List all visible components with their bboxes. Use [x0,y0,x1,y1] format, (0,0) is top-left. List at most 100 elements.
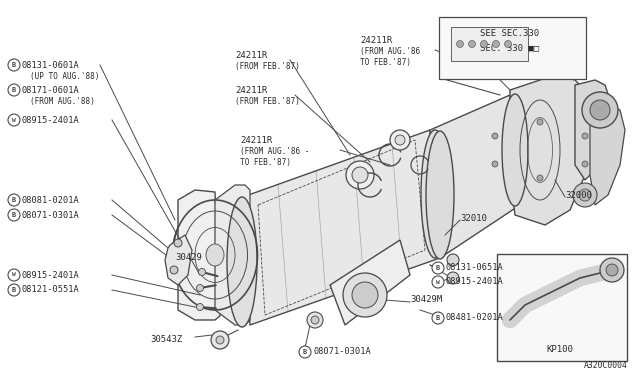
Circle shape [468,41,476,48]
Circle shape [216,336,224,344]
Circle shape [311,316,319,324]
Circle shape [432,312,444,324]
Circle shape [8,284,20,296]
Text: (FROM AUG.'86 -: (FROM AUG.'86 - [240,147,309,155]
Circle shape [582,161,588,167]
Circle shape [606,264,618,276]
Text: B: B [12,87,16,93]
Circle shape [211,331,229,349]
Circle shape [481,41,488,48]
Circle shape [600,258,624,282]
Circle shape [8,59,20,71]
Circle shape [8,194,20,206]
Circle shape [447,254,459,266]
Circle shape [579,189,591,201]
Circle shape [537,175,543,181]
Circle shape [537,119,543,125]
Polygon shape [240,130,440,325]
Text: (FROM FEB.'87): (FROM FEB.'87) [235,96,300,106]
Text: 08131-0651A: 08131-0651A [446,263,504,273]
Text: 08481-0201A: 08481-0201A [446,314,504,323]
Circle shape [390,130,410,150]
Text: 08131-0601A: 08131-0601A [22,61,80,70]
Ellipse shape [227,197,257,327]
Circle shape [8,209,20,221]
FancyBboxPatch shape [497,254,627,361]
Circle shape [198,269,205,276]
Text: 24211R: 24211R [235,51,268,60]
Text: B: B [12,287,16,293]
Text: B: B [436,315,440,321]
Circle shape [456,41,463,48]
Text: 08915-2401A: 08915-2401A [446,278,504,286]
Text: 08915-2401A: 08915-2401A [22,270,80,279]
Ellipse shape [421,130,449,258]
Text: (UP TO AUG.'88): (UP TO AUG.'88) [30,71,99,80]
Text: SEE SEC.330: SEE SEC.330 [481,29,540,38]
Text: 24211R: 24211R [240,135,272,144]
Text: TO FEB.'87): TO FEB.'87) [240,157,291,167]
Polygon shape [430,95,520,258]
Text: 08121-0551A: 08121-0551A [22,285,80,295]
Circle shape [492,133,498,139]
Circle shape [343,273,387,317]
Circle shape [432,262,444,274]
Circle shape [8,114,20,126]
Circle shape [590,100,610,120]
Polygon shape [178,190,220,320]
Text: 32000: 32000 [565,190,592,199]
Text: 08081-0201A: 08081-0201A [22,196,80,205]
Text: W: W [12,273,16,278]
Circle shape [352,167,368,183]
Circle shape [346,161,374,189]
Text: A320C0004: A320C0004 [584,360,628,369]
FancyBboxPatch shape [451,27,528,61]
Text: (FROM AUG.'86: (FROM AUG.'86 [360,46,420,55]
Text: B: B [303,349,307,355]
Circle shape [573,183,597,207]
Text: 08071-0301A: 08071-0301A [313,347,371,356]
Text: 08915-2401A: 08915-2401A [22,115,80,125]
Circle shape [8,269,20,281]
Circle shape [170,266,178,274]
Circle shape [395,135,405,145]
Ellipse shape [173,200,257,310]
Text: (FROM FEB.'87): (FROM FEB.'87) [235,61,300,71]
Text: 08071-0301A: 08071-0301A [22,211,80,219]
Circle shape [492,161,498,167]
Polygon shape [575,80,610,180]
Text: 30429M: 30429M [410,295,442,305]
Circle shape [8,84,20,96]
Circle shape [447,272,459,284]
Ellipse shape [426,131,454,259]
Circle shape [196,285,204,292]
Polygon shape [590,105,625,205]
Circle shape [352,282,378,308]
Circle shape [582,92,618,128]
Text: B: B [436,265,440,271]
Text: 24211R: 24211R [235,86,268,94]
Polygon shape [215,185,250,325]
Text: B: B [12,212,16,218]
Ellipse shape [206,244,224,266]
Text: B: B [12,62,16,68]
Circle shape [504,41,511,48]
Circle shape [196,304,204,311]
Text: TO FEB.'87): TO FEB.'87) [360,58,411,67]
Polygon shape [165,235,192,285]
FancyBboxPatch shape [439,17,586,79]
Text: B: B [12,197,16,203]
Circle shape [299,346,311,358]
Text: 08171-0601A: 08171-0601A [22,86,80,94]
Circle shape [174,239,182,247]
Circle shape [307,312,323,328]
Circle shape [432,276,444,288]
Polygon shape [510,75,590,225]
Text: 32010: 32010 [460,214,487,222]
Text: 30429: 30429 [175,253,202,263]
Text: W: W [12,118,16,122]
Text: KP100: KP100 [547,346,573,355]
Text: 30543Z: 30543Z [150,336,182,344]
Text: 24211R: 24211R [360,35,392,45]
Text: W: W [436,279,440,285]
